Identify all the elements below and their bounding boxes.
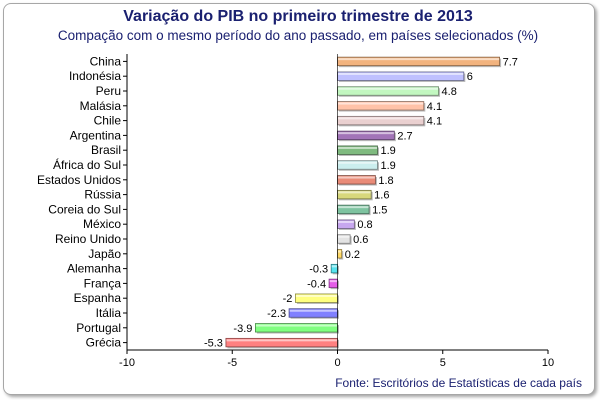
bar-highlight [338,191,371,194]
value-label: 1.9 [380,145,395,157]
value-label: -5.3 [204,338,223,350]
category-label: Alemanha [67,262,121,276]
category-label: Indonésia [69,69,121,83]
bar-highlight [331,265,337,268]
value-label: 1.9 [380,160,395,172]
value-label: 6 [467,71,473,83]
category-label: China [90,54,122,68]
value-label: 7.7 [503,56,518,68]
category-label: México [83,217,121,231]
category-label: Peru [96,84,121,98]
x-tick-label: 10 [542,357,554,369]
bar-highlight [226,339,337,342]
category-label: Grécia [86,336,122,350]
value-label: -2 [283,293,293,305]
value-label: -0.3 [309,264,328,276]
category-label: Portugal [76,321,121,335]
plot-area: -10 -5 0 5 10 China 7.7 Indonésia 6 Peru 4.8 Malási… [37,54,554,369]
category-label: França [84,276,122,290]
category-label: Malásia [80,99,122,113]
x-tick-label: -10 [119,357,135,369]
category-label: Chile [94,114,122,128]
value-label: 0.8 [357,219,372,231]
category-label: Itália [96,306,122,320]
bar-highlight [338,117,424,120]
category-label: Reino Unido [55,232,121,246]
category-label: Rússia [84,188,121,202]
bar-highlight [338,206,369,209]
bar-highlight [338,132,394,135]
value-label: 1.8 [378,175,393,187]
category-label: Estados Unidos [37,173,121,187]
value-label: 4.1 [427,101,442,113]
chart-title: Variação do PIB no primeiro trimestre de… [123,8,473,25]
value-label: 1.6 [374,190,389,202]
category-label: Argentina [70,128,122,142]
value-label: 0.2 [345,249,360,261]
value-label: 1.5 [372,204,387,216]
bar-highlight [338,176,375,179]
bar-highlight [329,280,337,283]
x-tick-label: 5 [440,357,446,369]
category-label: Japão [88,247,121,261]
bar-highlight [338,146,377,149]
chart-subtitle: Compação com o mesmo período do ano pass… [58,28,538,43]
chart-source: Fonte: Escritórios de Estatísticas de ca… [335,376,582,390]
value-label: -0.4 [307,278,326,290]
value-label: -2.3 [267,308,286,320]
value-label: 0.6 [353,234,368,246]
value-label: 4.8 [442,86,457,98]
category-label: Espanha [74,291,122,305]
bar-highlight [338,235,350,238]
value-label: 4.1 [427,116,442,128]
category-label: Brasil [91,143,121,157]
bar-highlight [295,294,337,297]
x-tick-label: 0 [334,357,340,369]
bar-highlight [338,220,354,223]
value-label: -3.9 [233,323,252,335]
bar-highlight [255,324,337,327]
category-label: África do Sul [53,157,121,172]
bar-highlight [338,58,500,61]
bar-highlight [289,309,337,312]
bar-highlight [338,72,464,75]
bar-highlight [338,250,342,253]
x-tick-label: -5 [227,357,237,369]
category-label: Coreia do Sul [48,202,121,216]
value-label: 2.7 [397,130,412,142]
bar-highlight [338,161,377,164]
bar-highlight [338,87,439,90]
bar-highlight [338,102,424,105]
